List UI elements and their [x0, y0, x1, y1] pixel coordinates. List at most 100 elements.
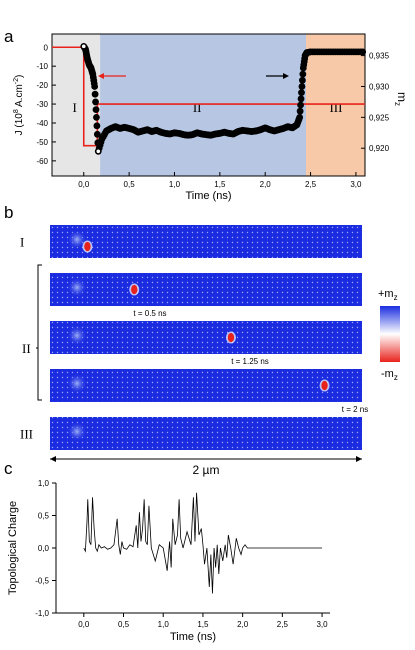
panel-b-snapshots: It = 0.5 ns II t = 1.25 ns t = 2 ns III 2 µm +… — [20, 225, 400, 477]
nucleation-halo — [67, 229, 87, 250]
x-tick-label: 0,0 — [78, 620, 90, 629]
y2-tick-label: 0,920 — [369, 144, 390, 153]
y-tick-label: -1,0 — [35, 609, 49, 618]
panel-label-a: a — [4, 27, 14, 46]
region-label: I — [73, 100, 77, 115]
skyrmion — [84, 241, 91, 252]
skyrmion — [227, 332, 235, 343]
scale-bar-arrow-right — [356, 456, 362, 462]
snapshot-row — [50, 225, 362, 258]
y-tick-label: 0 — [44, 43, 49, 52]
x-tick-label: 2,5 — [277, 620, 289, 629]
panel-c-chart: 1,0 0,5 0,0 -0,5 -1,0 0,0 0,5 1,0 1,5 2,0 2,5 3,0 Ti… — [7, 479, 330, 643]
region-label: III — [329, 100, 342, 115]
x-axis-label: Time (ns) — [170, 631, 216, 643]
mz-point — [93, 130, 101, 138]
y-tick-label: -40 — [36, 119, 48, 128]
nucleation-halo — [67, 277, 87, 298]
mz-point — [296, 113, 304, 121]
row-label: II — [22, 341, 31, 356]
mz-point — [299, 70, 307, 78]
snapshot-row — [50, 273, 362, 306]
x-tick-label: 0,0 — [78, 180, 90, 189]
current-line — [52, 46, 365, 147]
y-tick-label: -60 — [36, 157, 48, 166]
mz-point — [299, 76, 306, 84]
x-axis-label: Time (ns) — [185, 190, 231, 202]
nucleation-halo — [67, 421, 87, 442]
x-tick-label: 2,5 — [305, 180, 317, 189]
time-label: t = 0.5 ns — [133, 309, 166, 318]
mz-point — [92, 106, 100, 114]
panel-a-chart: I II III0-10-20-30-40-50-600,9350,9300,925… — [13, 33, 409, 202]
row-label: III — [20, 427, 33, 442]
x-tick-label: 1,0 — [158, 620, 170, 629]
arrow-head — [98, 73, 104, 79]
y-tick-label: 0,0 — [38, 544, 50, 553]
panel-label-b: b — [4, 203, 13, 222]
snapshot-row — [50, 321, 362, 354]
colorbar-top-label: +mz — [378, 288, 398, 302]
x-tick-label: 3,0 — [350, 180, 362, 189]
skyrmion — [321, 380, 328, 391]
x-tick-label: 1,0 — [169, 180, 181, 189]
mz-point — [297, 95, 305, 103]
y-tick-label: -50 — [36, 138, 48, 147]
y-tick-label: -30 — [36, 100, 48, 109]
nucleation-halo — [67, 373, 87, 394]
mz-point — [359, 48, 367, 56]
x-tick-label: 0,5 — [124, 180, 136, 189]
mz-point — [298, 89, 305, 97]
skyrmion — [131, 284, 138, 295]
x-tick-label: 1,5 — [214, 180, 226, 189]
region-label: II — [193, 100, 202, 115]
arrow-right-black — [266, 73, 289, 79]
nucleation-halo — [67, 325, 87, 346]
time-label: t = 1.25 ns — [231, 357, 269, 366]
mz-point — [91, 83, 99, 90]
mz-point-open — [95, 148, 102, 155]
y-tick-label: -10 — [36, 62, 48, 71]
group-bracket — [37, 264, 42, 401]
mz-point — [296, 107, 304, 115]
mz-point — [298, 83, 306, 90]
arrow-left-red — [98, 73, 126, 79]
snapshot-row — [50, 417, 362, 450]
region-I — [52, 34, 101, 176]
y-axis-label: Topological Charge — [7, 501, 19, 595]
mz-point — [297, 101, 304, 109]
mz-point — [91, 90, 99, 98]
snapshot-row — [50, 369, 362, 402]
mz-point — [92, 98, 99, 106]
topological-charge-line — [83, 492, 323, 594]
region-III — [306, 34, 365, 176]
x-tick-label: 2,0 — [260, 180, 272, 189]
scale-bar-arrow-left — [50, 456, 56, 462]
plot-frame — [51, 33, 366, 177]
y-axis-label-right: mz — [393, 92, 409, 106]
mz-point — [93, 113, 100, 121]
time-label: t = 2 ns — [342, 405, 368, 414]
x-tick-label: 3,0 — [316, 620, 328, 629]
mz-point-open — [80, 43, 87, 50]
mz-point — [93, 122, 101, 130]
y-axis-label-left: J (108 A.cm-2) — [13, 75, 25, 136]
x-tick-label: 1,5 — [197, 620, 209, 629]
y-tick-label: 1,0 — [38, 479, 50, 488]
y-tick-label: 0,5 — [38, 512, 50, 521]
x-tick-label: 0,5 — [118, 620, 130, 629]
row-label: I — [20, 235, 24, 250]
region-II — [100, 34, 307, 176]
scale-bar-label: 2 µm — [193, 463, 220, 477]
colorbar — [380, 306, 400, 362]
arrow-head — [283, 73, 289, 79]
y-tick-label: -20 — [36, 81, 48, 90]
y2-tick-label: 0,930 — [369, 82, 390, 91]
y2-tick-label: 0,935 — [369, 52, 390, 61]
y2-tick-label: 0,925 — [369, 113, 390, 122]
y-tick-label: -0,5 — [35, 577, 49, 586]
panel-label-c: c — [4, 459, 13, 478]
x-tick-label: 2,0 — [237, 620, 249, 629]
colorbar-bottom-label: -mz — [381, 368, 398, 382]
